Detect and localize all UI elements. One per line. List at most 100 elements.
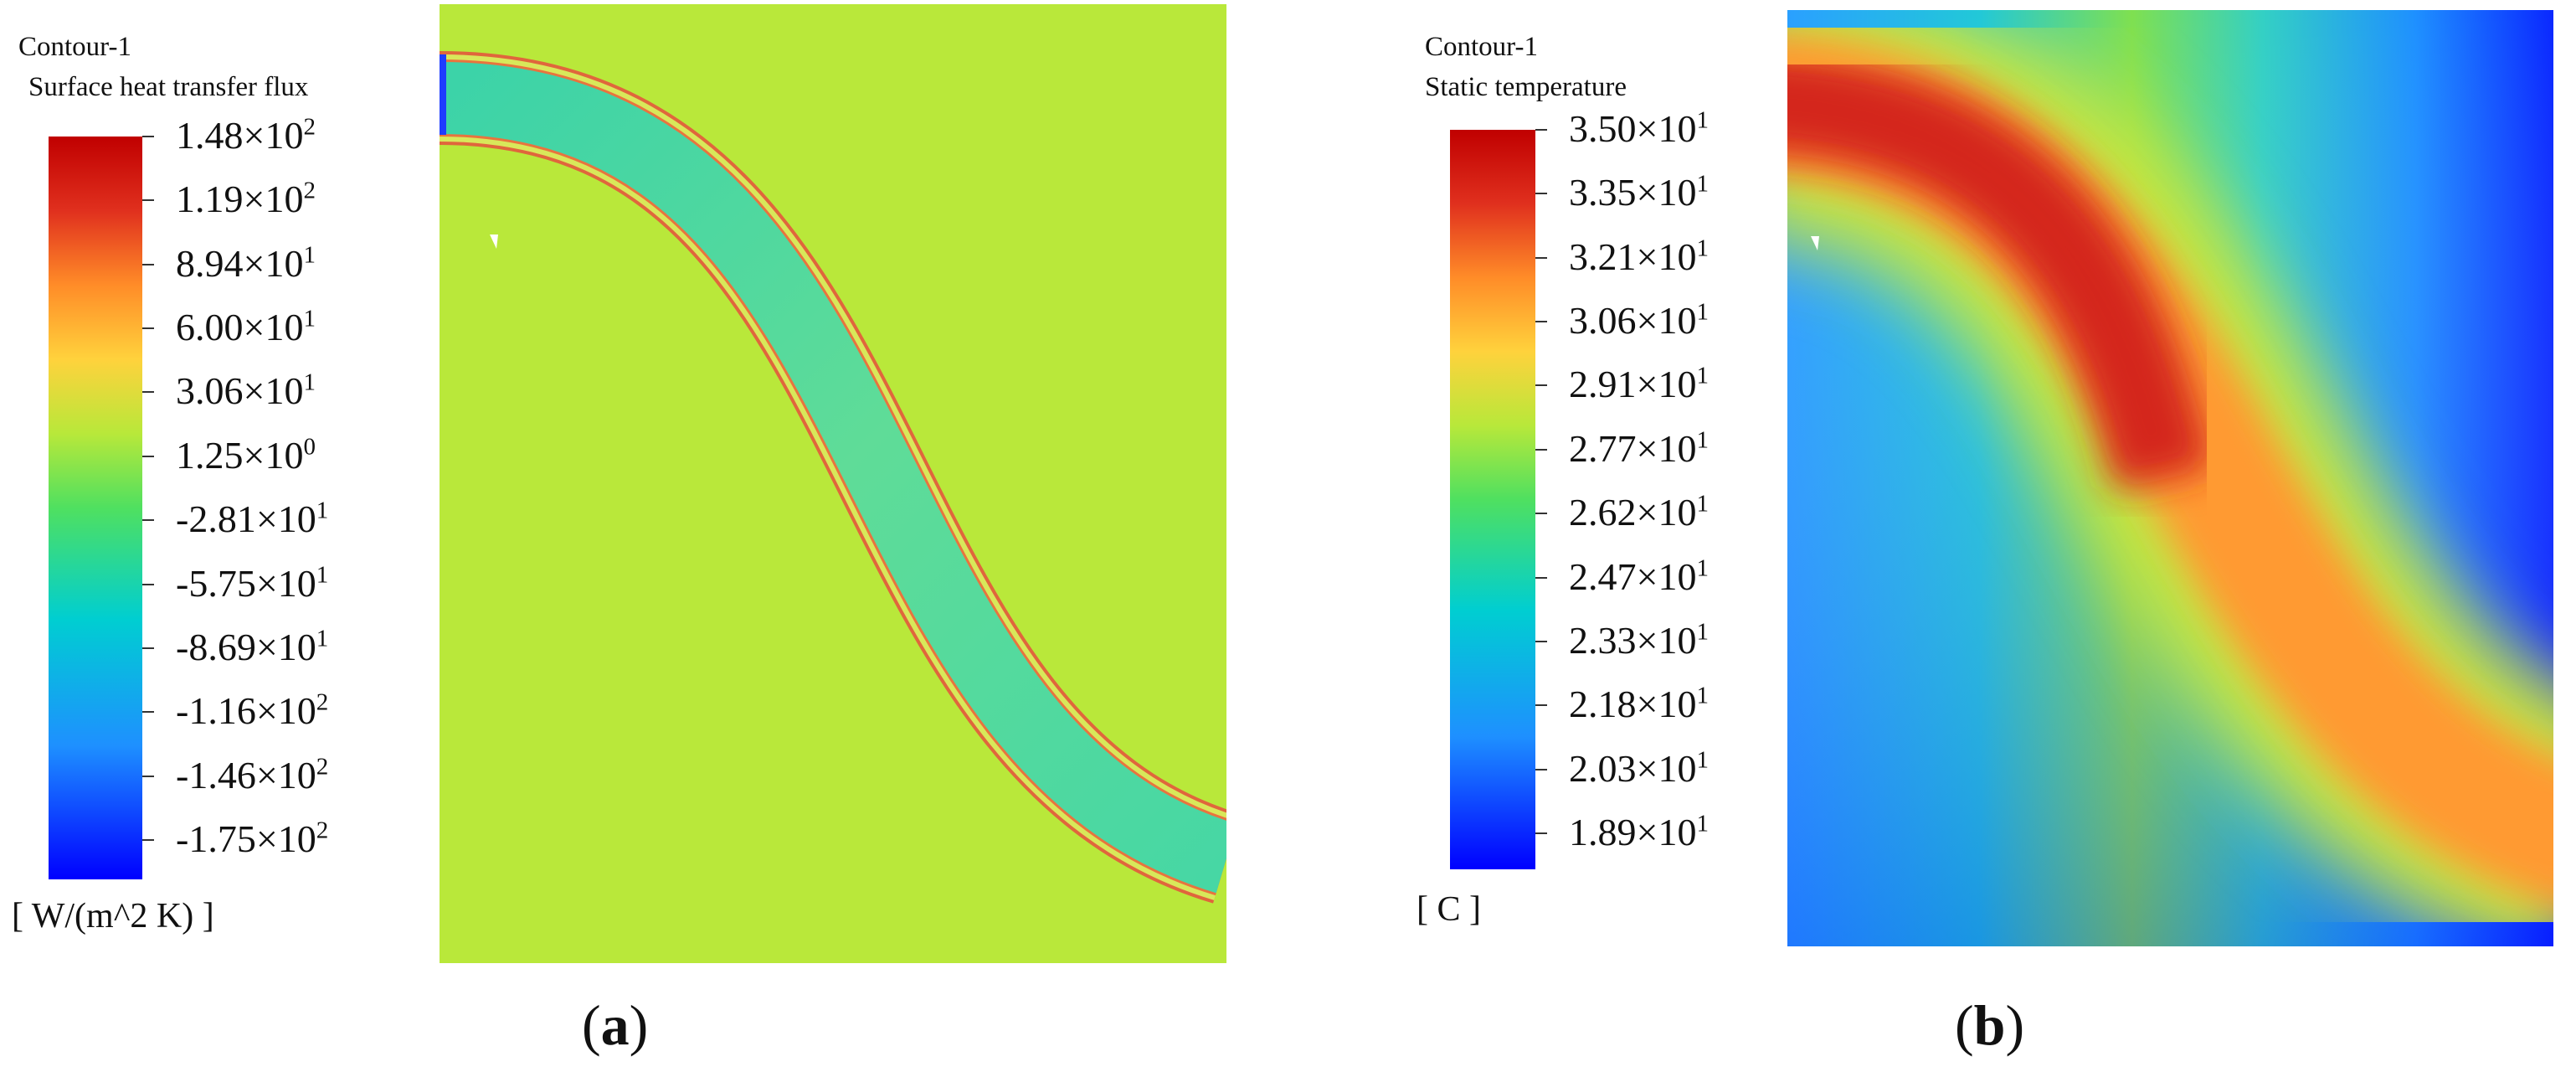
hot-core <box>1787 54 2214 491</box>
cursor-marker <box>1811 236 1819 250</box>
tick-mantissa: 1.48 <box>176 114 244 157</box>
tick-times-ten: ×10 <box>1636 746 1697 790</box>
legend-tick-label: 3.50×101 <box>1569 106 1709 150</box>
tick-mantissa: -1.75 <box>176 817 256 860</box>
caption-a: (a) <box>582 997 648 1054</box>
contour-svg <box>1787 10 2553 946</box>
unit-label: [ C ] <box>1417 890 1481 929</box>
tick-mantissa: 8.94 <box>176 241 244 285</box>
tick-mantissa: 2.33 <box>1569 618 1637 662</box>
tick-times-ten: ×10 <box>255 497 316 541</box>
legend-tick-mark <box>1535 193 1547 195</box>
tick-exponent: 2 <box>316 817 329 844</box>
tick-times-ten: ×10 <box>1636 171 1697 214</box>
tick-exponent: 1 <box>1696 234 1709 262</box>
legend-tick-label: -1.46×102 <box>176 753 328 796</box>
tick-exponent: 1 <box>1696 618 1709 646</box>
tick-mantissa: 2.77 <box>1569 426 1637 470</box>
tick-exponent: 0 <box>303 433 316 461</box>
tick-exponent: 2 <box>303 178 316 205</box>
tick-times-ten: ×10 <box>255 817 316 860</box>
caption-open-paren: ( <box>582 993 601 1057</box>
tick-times-ten: ×10 <box>1636 234 1697 278</box>
legend-tick-label: 2.62×101 <box>1569 491 1709 534</box>
tick-times-ten: ×10 <box>1636 426 1697 470</box>
tick-exponent: 1 <box>1696 106 1709 134</box>
tick-mantissa: -8.69 <box>176 625 256 668</box>
tick-exponent: 1 <box>1696 554 1709 582</box>
tick-times-ten: ×10 <box>255 753 316 796</box>
tick-times-ten: ×10 <box>255 561 316 605</box>
legend-tick-label: -8.69×101 <box>176 625 328 668</box>
tick-times-ten: ×10 <box>1636 107 1697 150</box>
legend-tick-label: 1.19×102 <box>176 178 316 221</box>
tick-mantissa: -5.75 <box>176 561 256 605</box>
heat-flux-contour-plot <box>440 4 1226 963</box>
legend-tick-mark <box>142 455 154 457</box>
tick-mantissa: 6.00 <box>176 306 244 349</box>
tick-mantissa: 1.89 <box>1569 811 1637 853</box>
tick-times-ten: ×10 <box>243 178 304 221</box>
legend-tick-mark <box>1535 832 1547 834</box>
legend-tick-label: 8.94×101 <box>176 241 316 285</box>
legend-tick-mark <box>142 519 154 522</box>
legend-tick-label: 3.06×101 <box>1569 300 1709 340</box>
legend-tick-mark <box>1535 576 1547 579</box>
variable-name-label: Surface heat transfer flux <box>28 72 309 102</box>
legend-tick-mark <box>142 199 154 202</box>
tick-exponent: 2 <box>316 688 329 716</box>
tick-times-ten: ×10 <box>255 625 316 668</box>
legend-tick-mark <box>142 711 154 714</box>
tick-mantissa: 2.03 <box>1569 746 1637 790</box>
tick-exponent: 1 <box>1696 746 1709 774</box>
tick-exponent: 1 <box>1696 363 1709 390</box>
legend-tick-label: 2.33×101 <box>1569 618 1709 662</box>
tick-times-ten: ×10 <box>243 241 304 285</box>
temperature-contour-plot <box>1787 10 2553 946</box>
legend-tick-label: -1.16×102 <box>176 688 329 730</box>
legend-tick-label: 2.03×101 <box>1569 746 1709 790</box>
legend-tick-mark <box>1535 448 1547 451</box>
legend-tick-mark <box>142 263 154 265</box>
legend-tick-label: 2.47×101 <box>1569 556 1709 596</box>
temperature-panel: Contour-1 Static temperature 3.50×101 3.3… <box>1373 0 2576 1072</box>
tick-exponent: 1 <box>316 497 329 524</box>
tick-mantissa: 3.06 <box>176 369 244 413</box>
caption-b: (b) <box>1955 997 2024 1054</box>
tick-mantissa: -1.46 <box>176 753 256 796</box>
tick-exponent: 1 <box>303 369 316 397</box>
tick-times-ten: ×10 <box>243 433 304 477</box>
contour-name-label: Contour-1 <box>18 32 131 62</box>
tick-exponent: 1 <box>1696 426 1709 454</box>
legend-tick-mark <box>1535 513 1547 515</box>
tick-mantissa: 2.62 <box>1569 491 1637 534</box>
legend-tick-labels: 3.50×101 3.35×101 3.21×101 3.06×101 2.91×101… <box>1535 108 1787 869</box>
tick-exponent: 2 <box>303 113 316 141</box>
legend-tick-label: 2.91×101 <box>1569 363 1709 404</box>
tick-times-ten: ×10 <box>1636 683 1697 726</box>
caption-close-paren: ) <box>629 993 649 1057</box>
legend-tick-label: 2.18×101 <box>1569 682 1709 726</box>
tick-times-ten: ×10 <box>243 369 304 413</box>
tick-mantissa: 1.19 <box>176 178 244 221</box>
tick-mantissa: 1.25 <box>176 433 244 477</box>
legend-tick-label: 3.35×101 <box>1569 173 1709 212</box>
unit-label: [ W/(m^2 K) ] <box>12 897 214 935</box>
heat-flux-panel: Contour-1 Surface heat transfer flux 1.4… <box>0 0 1256 1072</box>
contour-name-label: Contour-1 <box>1425 32 1538 62</box>
legend-tick-label: 1.25×100 <box>176 433 316 477</box>
caption-close-paren: ) <box>2005 993 2025 1057</box>
tick-times-ten: ×10 <box>243 114 304 157</box>
legend-tick-mark <box>142 583 154 585</box>
caption-letter: b <box>1973 993 2006 1057</box>
legend-tick-mark <box>142 136 154 137</box>
variable-name-label: Static temperature <box>1425 72 1627 102</box>
legend-tick-label: 3.21×101 <box>1569 234 1709 278</box>
legend-tick-label: -2.81×101 <box>176 497 329 541</box>
legend-tick-label: 6.00×101 <box>176 306 316 349</box>
tick-exponent: 1 <box>316 561 329 589</box>
legend-tick-mark <box>1535 256 1547 259</box>
legend-tick-mark <box>1535 321 1547 323</box>
tick-exponent: 1 <box>1696 682 1709 709</box>
tick-times-ten: ×10 <box>1636 811 1697 853</box>
